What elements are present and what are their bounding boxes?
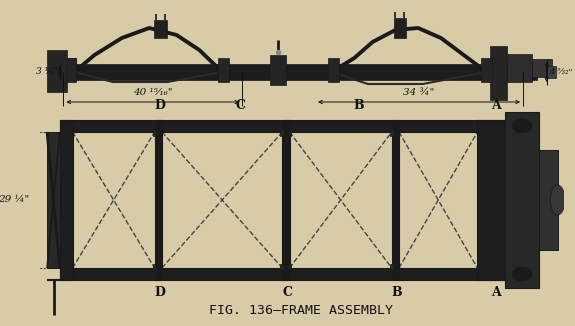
Bar bbox=[393, 18, 407, 38]
Bar bbox=[270, 55, 286, 85]
Bar bbox=[507, 54, 532, 82]
Bar bbox=[547, 66, 556, 78]
Bar bbox=[60, 268, 505, 280]
Bar bbox=[63, 64, 536, 80]
Text: D: D bbox=[155, 99, 166, 112]
Bar bbox=[60, 120, 505, 132]
Bar bbox=[67, 58, 76, 78]
Bar bbox=[281, 130, 284, 136]
Text: 4 ⁵⁄₃₂": 4 ⁵⁄₃₂" bbox=[550, 68, 573, 76]
Bar bbox=[60, 120, 72, 280]
Text: B: B bbox=[392, 286, 402, 299]
Bar bbox=[328, 58, 339, 82]
Bar bbox=[67, 58, 76, 82]
Bar bbox=[477, 120, 505, 280]
Bar bbox=[155, 120, 162, 280]
Text: D: D bbox=[155, 286, 166, 299]
Bar bbox=[532, 59, 552, 77]
Ellipse shape bbox=[512, 119, 532, 133]
Text: B: B bbox=[354, 99, 364, 112]
Bar bbox=[154, 20, 167, 38]
Bar bbox=[288, 264, 292, 270]
Bar bbox=[217, 58, 228, 82]
Bar bbox=[490, 46, 507, 100]
Ellipse shape bbox=[550, 185, 565, 215]
Bar bbox=[392, 120, 399, 280]
Text: A: A bbox=[491, 286, 500, 299]
Text: A: A bbox=[491, 99, 500, 112]
Text: 29 ¼": 29 ¼" bbox=[0, 196, 30, 204]
Bar bbox=[47, 132, 60, 268]
Bar bbox=[390, 130, 393, 136]
Bar bbox=[153, 264, 156, 270]
Bar bbox=[282, 120, 290, 280]
Bar bbox=[288, 130, 292, 136]
Text: 40 ¹⁵⁄₁₆": 40 ¹⁵⁄₁₆" bbox=[133, 88, 172, 97]
Bar bbox=[281, 264, 284, 270]
Ellipse shape bbox=[512, 267, 532, 281]
Text: 3 ⅛": 3 ⅛" bbox=[36, 67, 57, 77]
Bar bbox=[390, 264, 393, 270]
Bar bbox=[539, 150, 558, 250]
Bar bbox=[47, 50, 67, 92]
Bar bbox=[505, 112, 539, 288]
Text: 34 ¾": 34 ¾" bbox=[404, 88, 435, 97]
Text: C: C bbox=[283, 286, 293, 299]
Text: C: C bbox=[235, 99, 246, 112]
Bar bbox=[153, 130, 156, 136]
Bar bbox=[481, 58, 492, 82]
Text: FIG. 136—FRAME ASSEMBLY: FIG. 136—FRAME ASSEMBLY bbox=[209, 304, 393, 317]
